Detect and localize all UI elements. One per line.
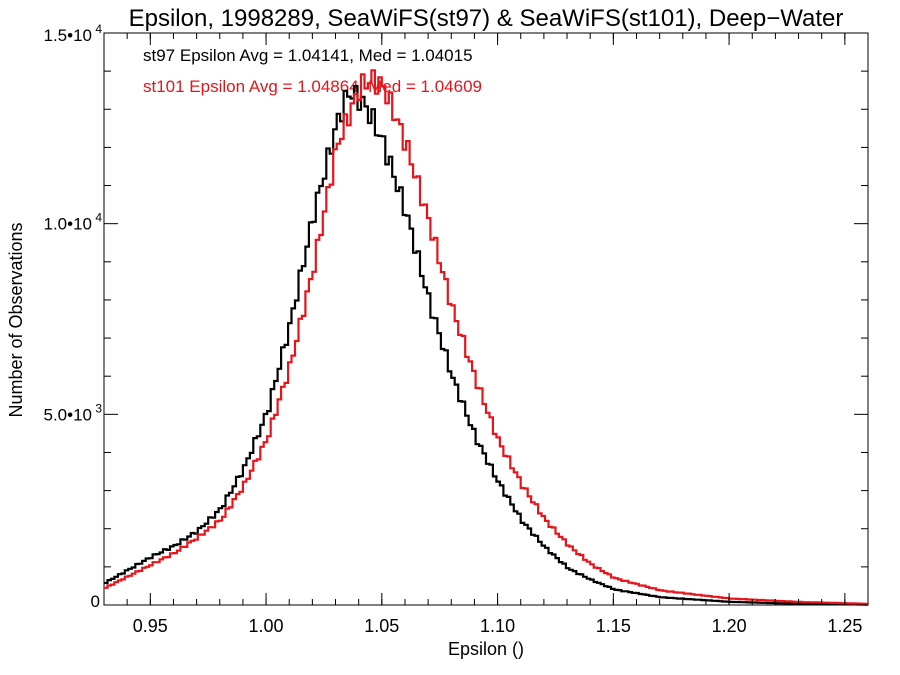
x-axis-label: Epsilon ()	[448, 639, 524, 659]
y-tick-label: 1.5•10	[44, 26, 93, 45]
y-tick-exponent: 4	[95, 211, 102, 225]
x-tick-label: 1.00	[249, 616, 284, 636]
x-tick-label: 1.10	[480, 616, 515, 636]
series-st101-line	[104, 69, 870, 605]
st101-annotation: st101 Epsilon Avg = 1.04864, Med = 1.046…	[143, 77, 482, 96]
y-tick-exponent: 3	[95, 401, 102, 415]
x-tick-label: 1.25	[827, 616, 862, 636]
x-tick-label: 1.20	[712, 616, 747, 636]
x-tick-label: 0.95	[133, 616, 168, 636]
y-axis-label: Number of Observations	[6, 222, 26, 417]
x-tick-label: 1.05	[364, 616, 399, 636]
series-st97-line	[104, 85, 868, 606]
y-tick-label: 0	[91, 592, 100, 611]
plot-frame	[103, 32, 869, 606]
x-tick-label: 1.15	[596, 616, 631, 636]
y-tick-exponent: 4	[95, 22, 102, 36]
y-tick-label: 1.0•10	[44, 215, 93, 234]
chart-title: Epsilon, 1998289, SeaWiFS(st97) & SeaWiF…	[129, 5, 844, 32]
st97-annotation: st97 Epsilon Avg = 1.04141, Med = 1.0401…	[143, 46, 473, 65]
y-tick-label: 5.0•10	[44, 405, 93, 424]
